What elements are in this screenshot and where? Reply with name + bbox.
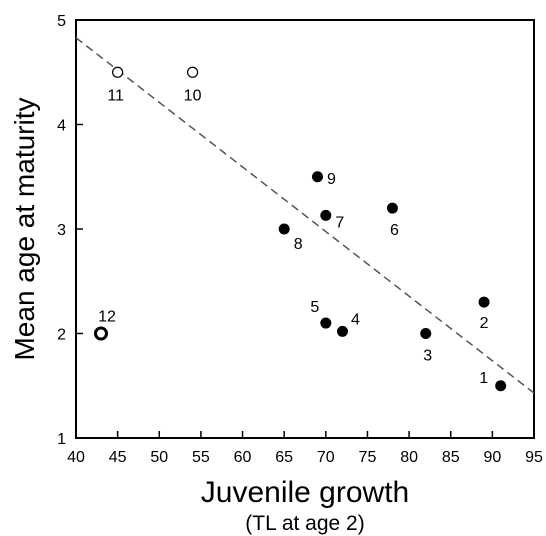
point-label-11: 11 <box>107 87 124 104</box>
x-tick-label: 55 <box>192 449 210 466</box>
point-label-1: 1 <box>479 370 488 387</box>
point-3 <box>420 328 432 339</box>
y-tick-label: 3 <box>57 222 66 239</box>
point-label-5: 5 <box>310 299 319 316</box>
x-tick-label: 85 <box>442 449 460 466</box>
point-label-3: 3 <box>423 348 432 365</box>
x-tick-label: 45 <box>109 449 127 466</box>
plot-frame <box>75 19 535 439</box>
point-12 <box>93 326 108 341</box>
point-6 <box>386 202 398 214</box>
point-8 <box>278 223 290 235</box>
x-tick-label: 50 <box>150 449 168 466</box>
x-tick-label: 80 <box>400 449 418 466</box>
point-2 <box>478 296 490 308</box>
x-axis-title: Juvenile growth <box>201 476 409 509</box>
y-tick-label: 2 <box>57 327 66 344</box>
point-label-12: 12 <box>98 309 116 326</box>
point-label-9: 9 <box>327 171 336 188</box>
x-tick-label: 75 <box>359 449 377 466</box>
y-tick-label: 1 <box>57 431 66 448</box>
trend-line <box>75 37 535 394</box>
point-7 <box>320 209 332 221</box>
point-1 <box>495 380 507 392</box>
point-10 <box>186 66 199 78</box>
point-9 <box>311 171 323 183</box>
x-tick-label: 60 <box>234 449 252 466</box>
x-tick-label: 95 <box>525 449 543 466</box>
y-tick-label: 5 <box>57 13 66 30</box>
point-label-4: 4 <box>351 311 360 328</box>
x-tick-label: 65 <box>275 449 293 466</box>
point-label-2: 2 <box>480 315 489 332</box>
point-label-6: 6 <box>390 222 399 239</box>
y-axis-title: Mean age at maturity <box>9 97 40 360</box>
point-11 <box>112 66 124 78</box>
y-tick-label: 4 <box>57 118 66 135</box>
x-axis-ticks: 40 45 50 55 60 65 70 75 80 85 90 95 <box>67 431 543 466</box>
x-tick-label: 90 <box>483 449 501 466</box>
x-axis-subtitle: (TL at age 2) <box>245 512 364 535</box>
y-axis-ticks: 1 2 3 4 5 <box>57 13 83 448</box>
point-label-7: 7 <box>335 214 344 231</box>
x-tick-label: 40 <box>67 449 85 466</box>
point-label-10: 10 <box>184 87 202 104</box>
x-tick-label: 70 <box>317 449 335 466</box>
point-label-8: 8 <box>294 236 303 253</box>
point-4 <box>336 325 348 337</box>
point-5 <box>320 317 332 329</box>
